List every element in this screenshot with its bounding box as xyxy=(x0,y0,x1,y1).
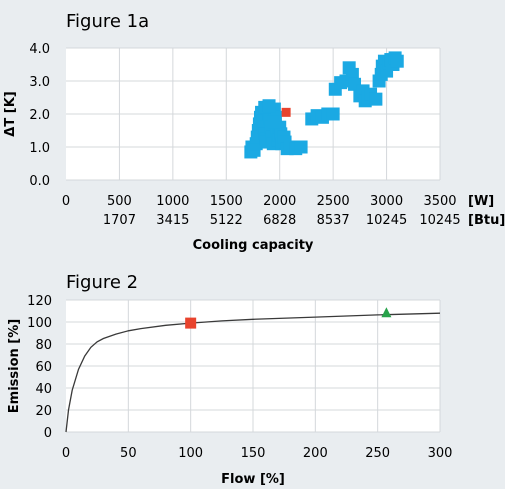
figure-1a-highlight-point xyxy=(281,107,291,117)
figure-2-y-axis-label: Emission [%] xyxy=(7,319,22,413)
figure-2-x-tick-label: 200 xyxy=(303,446,328,461)
figure-2-x-tick-label: 0 xyxy=(62,446,70,461)
figure-2-y-tick-label: 20 xyxy=(35,404,52,419)
figure-1a-x-tick-label-watts: 500 xyxy=(107,194,132,209)
figure-2-x-axis-label: Flow [%] xyxy=(221,472,285,487)
figure-1a-x-tick-label-watts: 0 xyxy=(62,194,70,209)
figure-1a-y-tick-label: 3.0 xyxy=(29,75,50,90)
figure-1a-data-point xyxy=(326,107,340,121)
figure-1a-x-tick-label-btu: 3415 xyxy=(156,213,189,228)
figure-2-y-tick-label: 40 xyxy=(35,382,52,397)
figure-1a-y-tick-label: 1.0 xyxy=(29,141,50,156)
figure-1a-unit-watts: [W] xyxy=(468,194,494,209)
figure-2-x-tick-label: 300 xyxy=(428,446,453,461)
figure-1a-x-axis-label: Cooling capacity xyxy=(193,238,314,253)
figure-1a-chart: Figure 1a 0.0 1.0 2.0 3.0 4.0 0 500 1707 1000 34… xyxy=(3,11,505,253)
figure-1a-y-ticks: 0.0 1.0 2.0 3.0 4.0 xyxy=(29,42,50,189)
figure-1a-data-point xyxy=(267,115,281,129)
figure-1a-unit-btu: [Btu] xyxy=(468,213,505,228)
figure-2-y-ticks: 0 20 40 60 80 100 120 xyxy=(27,294,52,441)
figure-2-emission-curve xyxy=(65,312,441,433)
figure-1a-x-tick-label-btu: 10245 xyxy=(366,213,407,228)
figure-2-y-tick-label: 120 xyxy=(27,294,52,309)
figure-1a-x-tick-label-watts: 2500 xyxy=(317,194,350,209)
figure-1a-x-tick-label-btu: 1707 xyxy=(103,213,136,228)
figure-2-x-tick-label: 100 xyxy=(178,446,203,461)
figure-2-y-tick-label: 0 xyxy=(44,426,52,441)
figure-2-y-tick-label: 100 xyxy=(27,316,52,331)
figure-1a-y-tick-label: 2.0 xyxy=(29,108,50,123)
figure-1a-data-point xyxy=(390,54,404,68)
figure-2-triangle-marker xyxy=(381,307,392,318)
figure-2-x-tick-label: 150 xyxy=(241,446,266,461)
figure-2-y-tick-label: 60 xyxy=(35,360,52,375)
figure-2-markers xyxy=(185,307,392,329)
figure-2-gridlines xyxy=(66,299,441,433)
figure-1a-x-tick-label-watts: 1000 xyxy=(156,194,189,209)
figure-1a-points xyxy=(244,51,404,159)
figure-1a-data-point xyxy=(345,67,359,81)
figure-1a-x-ticks: 0 500 1707 1000 3415 1500 5122 2000 6828 2500 8537… xyxy=(62,194,461,228)
figure-1a-y-tick-label: 0.0 xyxy=(29,174,50,189)
figure-1a-gridlines xyxy=(66,47,441,181)
figure-2-y-tick-label: 80 xyxy=(35,338,52,353)
figure-1a-x-tick-label-watts: 2000 xyxy=(263,194,296,209)
figure-1a-data-point xyxy=(262,99,276,113)
figure-1a-y-tick-label: 4.0 xyxy=(29,42,50,57)
figure-2-square-marker xyxy=(185,317,197,329)
figure-1a-x-tick-label-watts: 1500 xyxy=(210,194,243,209)
figure-2-x-tick-label: 250 xyxy=(365,446,390,461)
figure-1a-x-tick-label-btu: 8537 xyxy=(317,213,350,228)
figure-1a-y-axis-label: ΔT [K] xyxy=(3,91,18,136)
figure-1a-x-tick-label-watts: 3500 xyxy=(423,194,456,209)
figure-2-x-tick-label: 50 xyxy=(120,446,137,461)
figure-2-title: Figure 2 xyxy=(66,272,138,293)
figure-2-x-ticks: 0 50 100 150 200 250 300 xyxy=(62,446,453,461)
figure-1a-x-tick-label-btu: 6828 xyxy=(263,213,296,228)
figure-1a-x-tick-label-btu: 5122 xyxy=(210,213,243,228)
figure-2-chart: Figure 2 0 20 40 60 80 100 120 0 50 100 150 200 250… xyxy=(7,272,452,487)
figure-1a-x-tick-label-watts: 3000 xyxy=(370,194,403,209)
figure-1a-data-point xyxy=(294,140,308,154)
figure-1a-title: Figure 1a xyxy=(66,11,149,32)
figure-1a-x-tick-label-btu: 10245 xyxy=(419,213,460,228)
figure-1a-data-point xyxy=(369,92,383,106)
